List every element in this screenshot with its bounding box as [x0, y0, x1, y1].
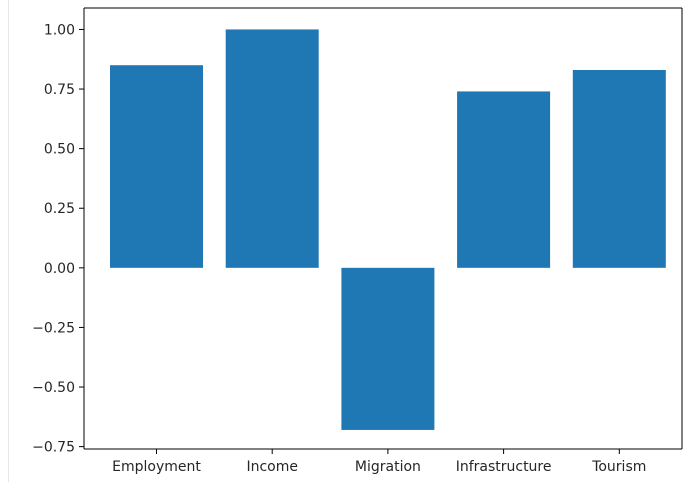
- bar-infrastructure: [457, 91, 551, 268]
- y-tick-label: 0.50: [44, 142, 75, 158]
- x-tick-label: Income: [246, 459, 298, 475]
- y-tick-label: 0.00: [44, 261, 75, 277]
- y-tick-label: 0.75: [44, 82, 75, 98]
- bar-migration: [341, 267, 435, 430]
- left-border-line: [8, 0, 9, 482]
- y-tick-label: −0.50: [32, 380, 75, 396]
- bar-income: [225, 29, 319, 268]
- y-axis: −0.75 −0.50 −0.25 0.00 0.25 0.50 0.75 1.00: [32, 22, 84, 456]
- bars-group: [110, 29, 666, 430]
- x-axis: Employment Income Migration Infrastructure T…: [112, 449, 646, 475]
- plot-area: [83, 7, 683, 450]
- y-tick-label: −0.25: [32, 320, 75, 336]
- x-tick-label: Tourism: [591, 459, 646, 475]
- x-tick-label: Employment: [112, 459, 201, 475]
- bar-tourism: [572, 69, 666, 268]
- y-tick-label: −0.75: [32, 440, 75, 456]
- x-tick-label: Migration: [355, 459, 421, 475]
- bar-employment: [110, 65, 203, 268]
- y-tick-label: 0.25: [44, 201, 75, 217]
- y-tick-label: 1.00: [44, 22, 75, 38]
- x-tick-label: Infrastructure: [456, 459, 552, 475]
